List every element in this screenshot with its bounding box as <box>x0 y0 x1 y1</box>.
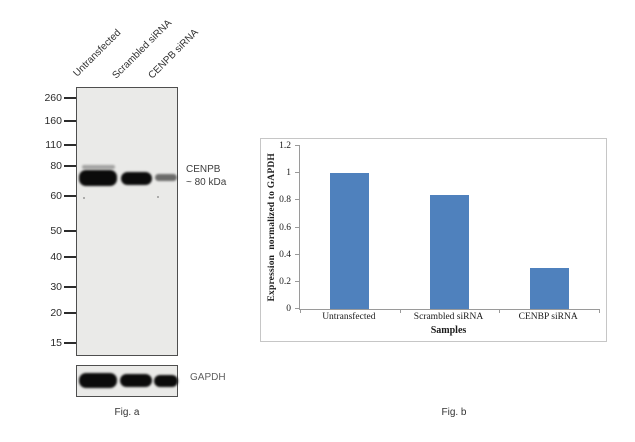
y-tick-label: 0.2 <box>279 276 291 287</box>
fig-a-caption: Fig. a <box>114 407 140 418</box>
mw-tick-line <box>64 256 76 258</box>
mw-tick-line <box>64 120 76 122</box>
mw-marker-label: 50 <box>50 225 62 237</box>
mw-marker: 160 <box>34 114 76 128</box>
y-tick-label: 0 <box>286 304 291 314</box>
mw-marker-label: 20 <box>50 307 62 319</box>
bar-chart: Expression normalized to GAPDH 0 0.2 0.4… <box>260 138 607 342</box>
mw-marker-label: 80 <box>50 160 62 172</box>
fig-b-caption: Fig. b <box>441 407 467 418</box>
x-axis-tick <box>499 309 501 313</box>
y-tick-label: 1.2 <box>279 141 291 151</box>
blot-band-lane3 <box>155 174 177 181</box>
plot-area: 0 0.2 0.4 0.6 0.8 1 1.2 <box>279 141 600 314</box>
bar-slot <box>499 146 599 309</box>
bar-slot <box>400 146 500 309</box>
target-annotation: CENPB ~ 80 kDa <box>186 163 226 189</box>
loading-control-strip <box>76 365 178 397</box>
y-tick-label: 0.8 <box>279 195 291 206</box>
blot-speck <box>157 196 159 198</box>
mw-marker: 60 <box>34 189 76 203</box>
mw-marker: 20 <box>34 306 76 320</box>
chart-bar <box>529 268 569 309</box>
mw-tick-line <box>64 165 76 167</box>
x-axis-tick <box>300 309 301 313</box>
category-label-untransfected: Untransfected <box>322 312 376 322</box>
mw-marker: 80 <box>34 159 76 173</box>
gapdh-band-lane3 <box>154 375 178 387</box>
target-size: ~ 80 kDa <box>186 177 227 188</box>
mw-marker-label: 40 <box>50 251 62 263</box>
category-label-cenbp-sirna: CENBP siRNA <box>518 312 578 322</box>
mw-marker-label: 60 <box>50 190 62 202</box>
x-axis-tick <box>599 309 600 313</box>
y-tick-mark <box>295 172 300 174</box>
mw-marker-label: 110 <box>45 139 62 151</box>
category-label-scrambled-sirna: Scrambled siRNA <box>413 312 484 322</box>
mw-marker: 30 <box>34 280 76 294</box>
chart-bar <box>330 173 370 309</box>
mw-tick-line <box>64 195 76 197</box>
blot-membrane <box>76 87 178 356</box>
y-tick-mark <box>295 226 300 228</box>
mw-tick-line <box>64 97 76 99</box>
y-tick-mark <box>295 199 300 201</box>
mw-tick-line <box>64 286 76 288</box>
mw-marker: 40 <box>34 250 76 264</box>
target-name: CENPB <box>186 164 221 175</box>
blot-band-lane1-upper-faint <box>82 165 115 169</box>
lane-label-scrambled-sirna: Scrambled siRNA <box>110 17 175 82</box>
mw-tick-line <box>64 144 76 146</box>
gapdh-band-lane2 <box>120 374 152 387</box>
mw-marker: 50 <box>34 224 76 238</box>
chart-bar <box>430 194 469 309</box>
mw-marker: 110 <box>34 138 76 152</box>
bar-slot <box>300 146 400 309</box>
y-tick-mark <box>295 253 300 255</box>
blot-band-lane1 <box>79 170 117 186</box>
mw-tick-line <box>64 230 76 232</box>
y-tick-mark <box>295 308 300 309</box>
mw-tick-line <box>64 312 76 314</box>
mw-marker-label: 160 <box>44 115 62 127</box>
y-tick-label: 1 <box>286 168 291 179</box>
category-labels: Untransfected Scrambled siRNA CENBP siRN… <box>299 312 598 322</box>
mw-marker-label: 30 <box>50 281 62 293</box>
gapdh-band-lane1 <box>79 373 117 388</box>
mw-marker-label: 15 <box>50 337 62 349</box>
blot-speck <box>83 197 85 199</box>
mw-marker: 15 <box>34 336 76 350</box>
loading-control-label: GAPDH <box>190 372 226 383</box>
y-tick-mark <box>295 280 300 282</box>
y-tick-label: 0.4 <box>279 249 291 260</box>
blot-band-lane2 <box>121 172 152 185</box>
x-axis-tick <box>399 309 401 313</box>
mw-marker-label: 260 <box>44 92 62 104</box>
y-tick-label: 0.6 <box>279 222 291 233</box>
x-axis-title: Samples <box>430 325 467 336</box>
mw-marker: 260 <box>34 91 76 105</box>
y-tick-mark <box>295 145 300 146</box>
mw-tick-line <box>64 342 76 344</box>
